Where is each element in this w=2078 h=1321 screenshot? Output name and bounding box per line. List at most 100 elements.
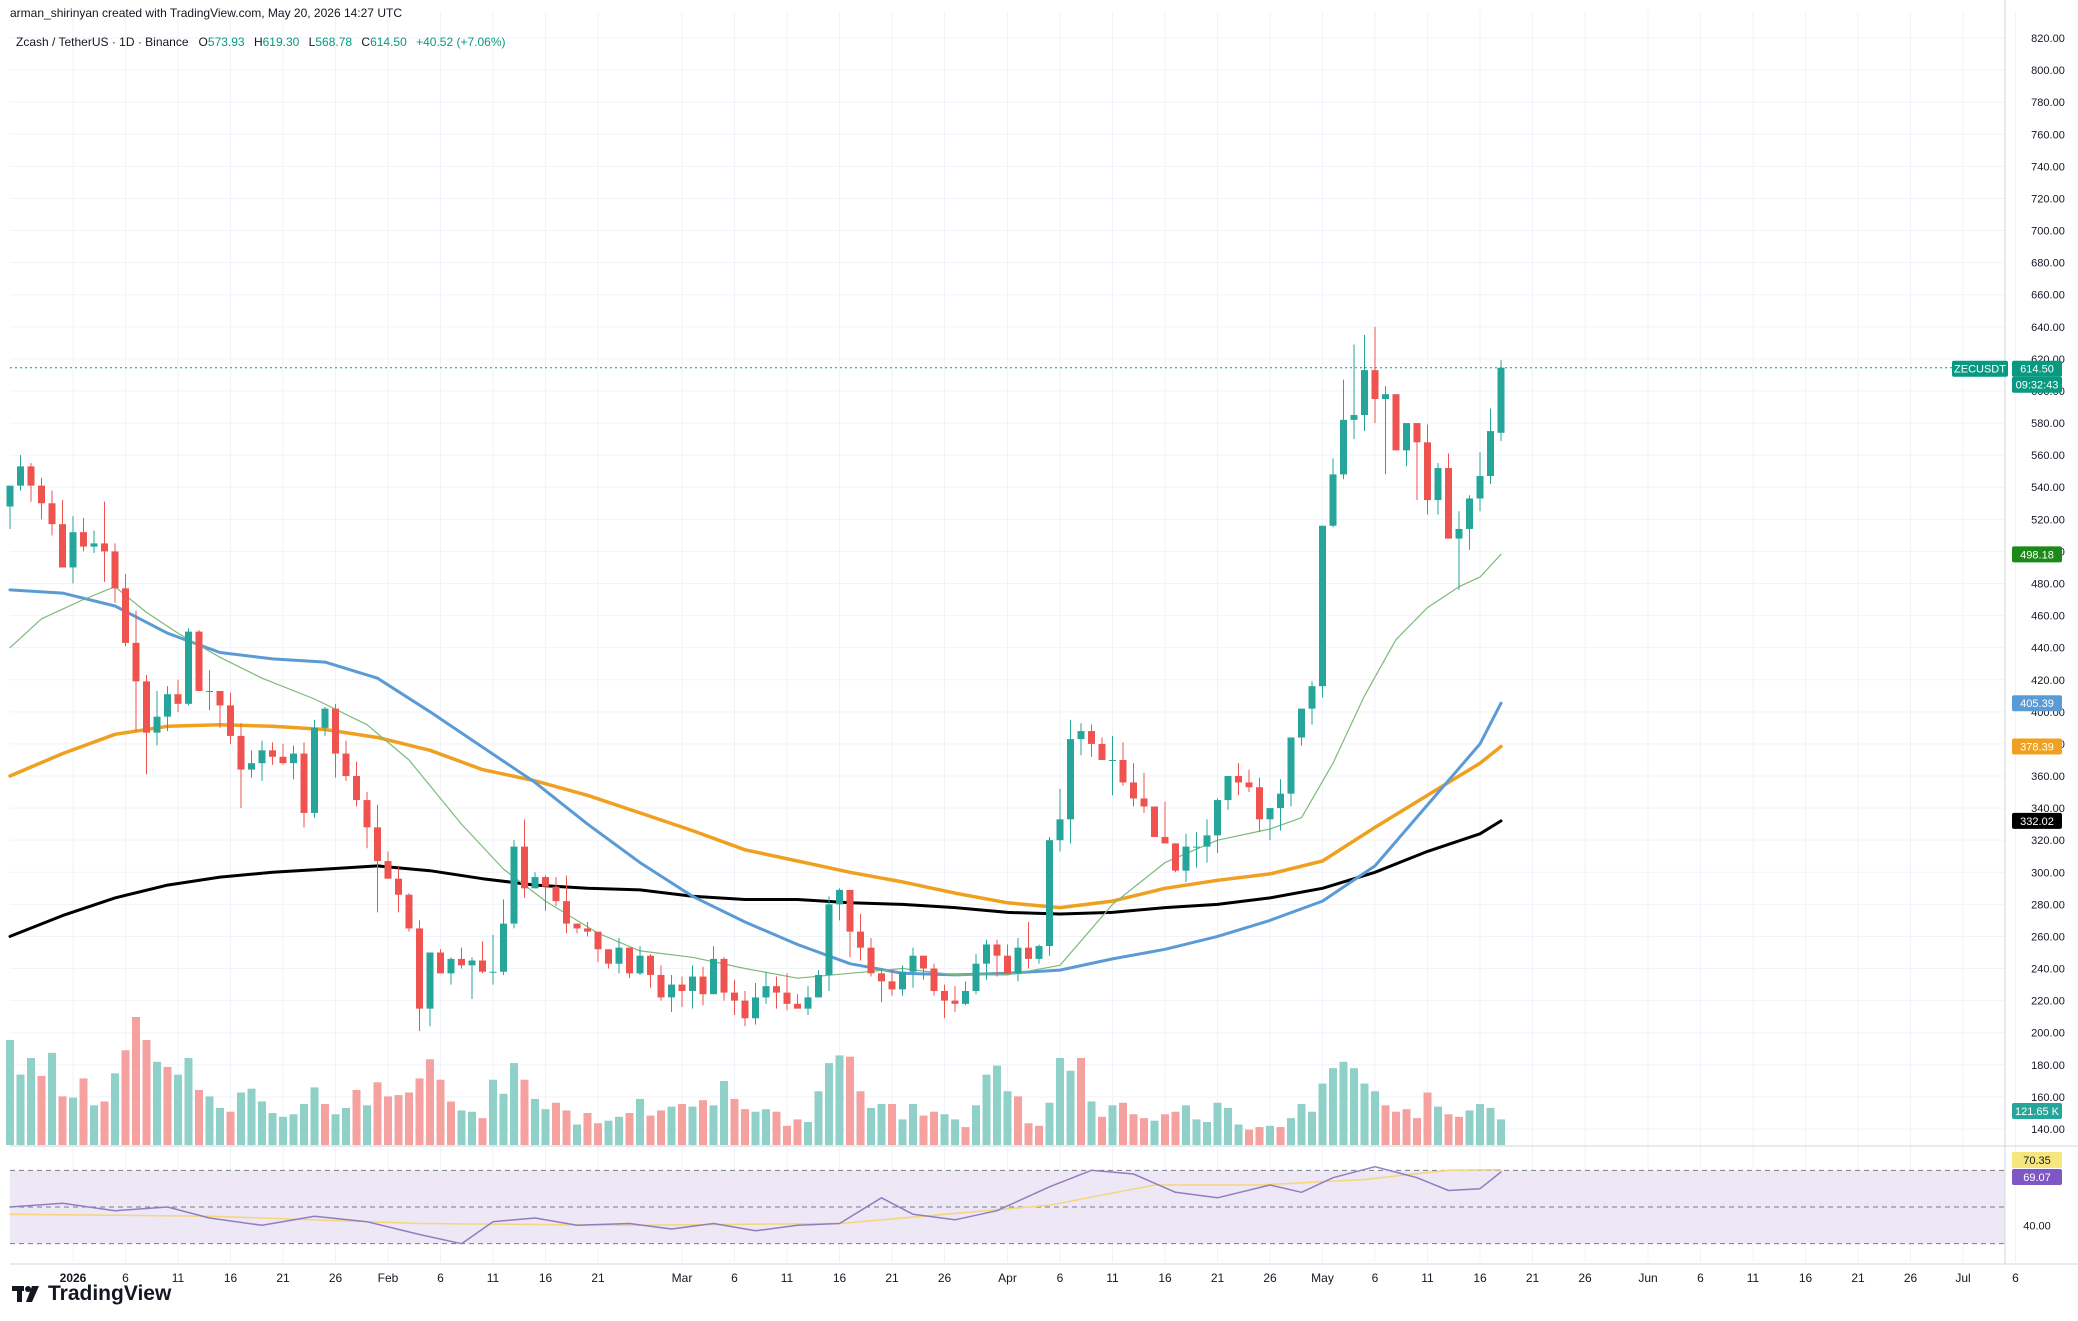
price-tick-label: 460.00 [2031, 611, 2065, 623]
time-tick-label: 16 [1473, 1271, 1487, 1285]
candle-body [468, 960, 476, 966]
candle-body [164, 694, 171, 717]
candle-body [1277, 793, 1284, 809]
candle-body [542, 877, 549, 887]
candle-body [1298, 708, 1305, 738]
candle-body [38, 485, 45, 504]
candle-body [1329, 474, 1337, 526]
time-tick-label: 11 [487, 1271, 500, 1285]
candle-body [699, 976, 707, 995]
volume-bar [1402, 1109, 1411, 1145]
volume-bar [6, 1040, 14, 1145]
ma-fast-line [9, 553, 1502, 979]
volume-bar [1308, 1111, 1316, 1145]
volume-bar [363, 1105, 371, 1145]
candle-body [594, 931, 602, 950]
volume-bar [1182, 1105, 1190, 1145]
time-tick-label: 11 [1747, 1271, 1760, 1285]
volume-bar [426, 1059, 434, 1145]
volume-bar [793, 1119, 802, 1145]
ma-badge-1-bg [2012, 695, 2062, 712]
candle-body [836, 889, 843, 905]
ma-badge-3-bg [2012, 812, 2062, 829]
time-tick-label: 11 [1106, 1271, 1119, 1285]
candle-body [794, 1003, 801, 1009]
volume-bar [898, 1119, 907, 1145]
volume-bar [762, 1109, 770, 1145]
symbol-title[interactable]: Zcash / TetherUS · 1D · Binance [16, 35, 189, 49]
candle-body [720, 958, 728, 993]
volume-bar [268, 1113, 277, 1145]
ma-badge-3-label: 332.02 [2020, 816, 2054, 828]
volume-bar [1171, 1111, 1180, 1145]
tradingview-logo[interactable]: TradingView [12, 1282, 171, 1306]
candle-body [605, 949, 612, 964]
candle-body [1487, 431, 1494, 477]
volume-bar [552, 1102, 560, 1145]
volume-bar [888, 1104, 896, 1145]
volume-bar [1129, 1114, 1138, 1145]
ma-black-line [8, 819, 1503, 938]
volume-bar [16, 1074, 25, 1145]
candle-body [1098, 743, 1106, 760]
last-price-badge-bg [2012, 360, 2062, 377]
chart-credit: arman_shirinyan created with TradingView… [10, 6, 402, 20]
volume-bar [195, 1089, 203, 1145]
countdown-badge-bg [2012, 376, 2062, 393]
price-tick-label: 160.00 [2031, 1092, 2065, 1104]
candle-body [48, 503, 56, 525]
volume-bar [688, 1106, 697, 1145]
volume-bar [289, 1114, 298, 1145]
candle-body [1287, 737, 1295, 794]
volume-bar [478, 1118, 487, 1145]
volume-bar [1392, 1111, 1400, 1145]
price-tick-label: 360.00 [2031, 771, 2065, 783]
volume-bar [625, 1113, 634, 1145]
price-tick-label: 200.00 [2031, 1028, 2065, 1040]
candle-body [206, 690, 213, 692]
candle-body [888, 981, 896, 990]
candle-body [1266, 808, 1274, 820]
low-label: L [308, 35, 316, 49]
candle-body [1035, 946, 1043, 959]
price-tick-label: 580.00 [2031, 418, 2065, 430]
volume-bar [804, 1121, 812, 1145]
candle-body [1476, 476, 1484, 499]
volume-bar [1318, 1083, 1327, 1145]
candle-body [153, 716, 161, 733]
candle-body [227, 705, 234, 736]
candle-body [1130, 782, 1137, 799]
time-tick-label: May [1311, 1271, 1334, 1285]
time-tick-label: 26 [329, 1271, 343, 1285]
candle-body [1067, 739, 1074, 820]
volume-bar [1098, 1116, 1106, 1145]
price-tick-label: 440.00 [2031, 643, 2065, 655]
candle-body [17, 466, 24, 486]
candle-body [342, 753, 350, 777]
high-label: H [253, 35, 263, 49]
volume-bar [814, 1091, 823, 1145]
volume-bar [657, 1110, 665, 1145]
candle-body [1350, 415, 1358, 420]
candle-body [248, 763, 255, 770]
volume-bar [1434, 1106, 1442, 1145]
price-tick-label: 640.00 [2031, 322, 2065, 334]
candle-body [374, 827, 381, 862]
volume-bar [1266, 1125, 1274, 1145]
time-tick-label: 16 [224, 1271, 238, 1285]
volume-bar [636, 1098, 644, 1145]
price-tick-label: 320.00 [2031, 835, 2065, 847]
countdown-badge-label: 09:32:43 [2016, 380, 2059, 392]
rsi-band [10, 1170, 2005, 1244]
time-tick-label: 21 [1851, 1271, 1865, 1285]
time-tick-label: 21 [276, 1271, 290, 1285]
time-tick-label: 6 [1372, 1271, 1379, 1285]
symbol-legend: Zcash / TetherUS · 1D · Binance O573.93 … [16, 35, 512, 49]
volume-bar [741, 1109, 749, 1145]
candle-body [647, 955, 654, 975]
volume-bar [877, 1104, 886, 1145]
price-tick-label: 540.00 [2031, 482, 2065, 494]
price-tick-label: 220.00 [2031, 996, 2065, 1008]
candle-body [752, 997, 759, 1019]
